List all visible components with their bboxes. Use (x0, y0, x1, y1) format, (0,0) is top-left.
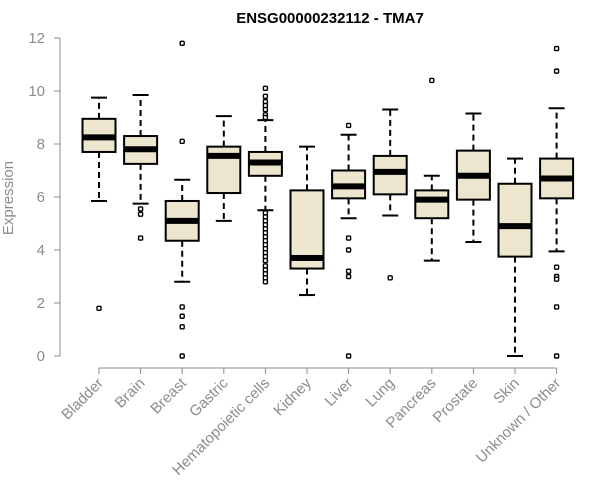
outlier-point (137, 206, 144, 212)
outlier-point (553, 264, 560, 270)
outlier-point (262, 114, 269, 121)
outlier-point (553, 353, 560, 359)
y-axis-title: Expression (0, 161, 17, 235)
iqr-box (497, 182, 533, 258)
outlier-point (179, 40, 185, 46)
outlier-point (553, 304, 560, 310)
y-tick-label: 12 (28, 30, 45, 47)
boxes (81, 40, 575, 359)
box-group-unknown-other (539, 45, 575, 359)
outlier-point (262, 85, 269, 92)
outlier-point (179, 304, 185, 310)
y-tick-label: 6 (37, 189, 45, 206)
outlier-point (429, 77, 435, 84)
outlier-point (137, 235, 144, 241)
outlier-point (345, 122, 352, 129)
box-group-brain (123, 93, 159, 241)
outlier-point (137, 211, 144, 217)
iqr-box (372, 154, 408, 196)
box-group-hematopoietic-cells (247, 85, 283, 285)
outlier-point (553, 45, 560, 52)
outlier-point (262, 106, 269, 113)
box-group-lung (372, 108, 408, 281)
outlier-point (262, 279, 269, 285)
x-tick-label: Kidney (270, 374, 315, 419)
outlier-point (262, 257, 269, 264)
y-tick-label: 0 (37, 348, 45, 365)
box-group-liver (331, 122, 367, 359)
outlier-point (553, 276, 560, 282)
outlier-point (345, 273, 352, 280)
box-group-gastric (206, 115, 242, 222)
box-group-skin (497, 157, 533, 357)
outlier-point (345, 247, 352, 253)
outlier-point (179, 353, 185, 359)
outlier-point (179, 138, 185, 145)
outlier-point (262, 93, 269, 100)
outlier-point (387, 275, 393, 281)
outlier-point (345, 235, 352, 241)
y-tick-label: 4 (37, 242, 45, 259)
y-tick-label: 8 (37, 136, 45, 153)
box-group-kidney (289, 145, 325, 297)
chart-title: ENSG00000232112 - TMA7 (236, 10, 424, 27)
box-group-pancreas (414, 77, 450, 262)
outlier-point (345, 268, 352, 274)
outlier-point (179, 313, 185, 319)
y-tick-label: 10 (28, 83, 45, 100)
x-tick-label: Skin (490, 375, 523, 408)
box-group-bladder (81, 96, 117, 311)
outlier-point (96, 305, 102, 311)
x-tick-label: Lung (362, 375, 398, 411)
x-tick-label: Liver (321, 375, 356, 410)
x-tick-label: Brain (112, 375, 149, 412)
box-group-breast (164, 40, 200, 359)
x-tick-label: Bladder (58, 375, 107, 424)
box-group-prostate (455, 112, 491, 244)
outlier-point (553, 68, 560, 74)
x-tick-label: Breast (147, 374, 190, 417)
outlier-point (345, 353, 352, 359)
iqr-box (414, 189, 450, 220)
x-tick-label: Prostate (430, 375, 482, 427)
y-tick-label: 2 (37, 295, 45, 312)
outlier-point (179, 324, 185, 330)
